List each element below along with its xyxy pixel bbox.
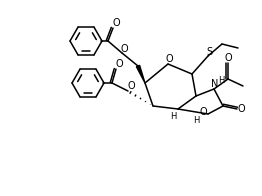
Text: O: O [115,59,123,69]
Polygon shape [137,65,145,83]
Text: N: N [211,79,219,89]
Text: O: O [237,104,245,114]
Text: O: O [112,18,120,28]
Text: H: H [193,115,199,124]
Text: H: H [218,75,224,84]
Text: O: O [127,81,135,91]
Text: O: O [224,53,232,63]
Text: H: H [170,112,176,121]
Text: O: O [165,54,173,64]
Text: O: O [120,44,128,54]
Text: O: O [199,107,207,117]
Text: S: S [206,47,212,57]
